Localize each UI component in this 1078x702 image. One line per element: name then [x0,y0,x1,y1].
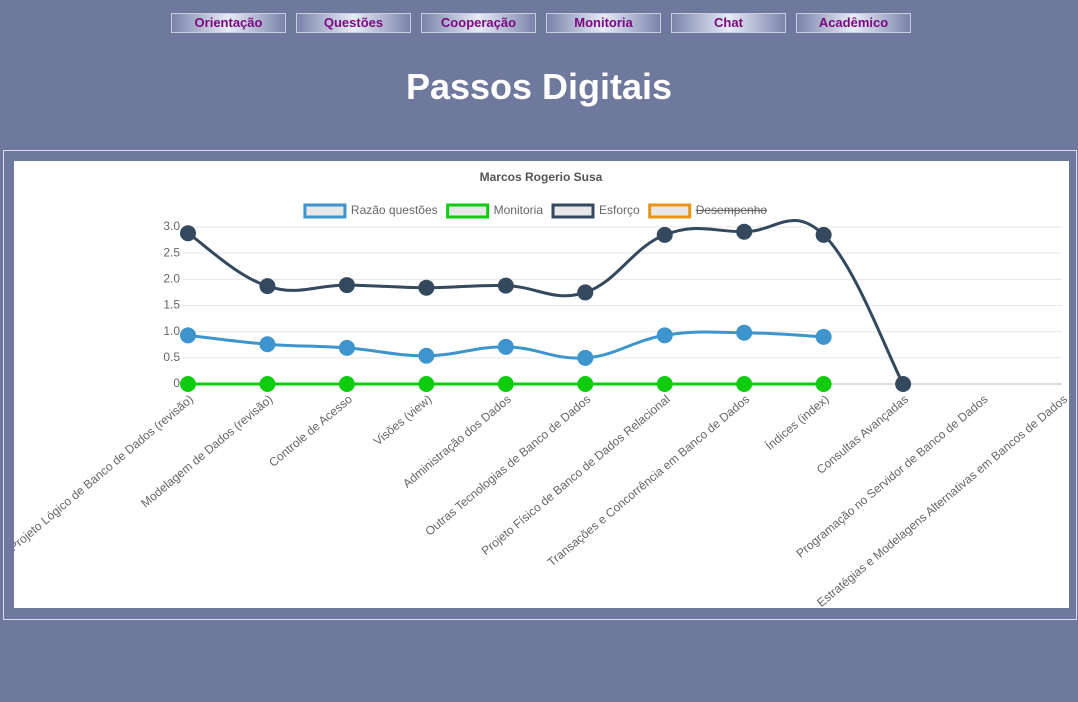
y-tick-label: 3.0 [163,219,180,233]
data-point [815,328,832,345]
data-point [338,376,355,392]
data-point [497,277,514,294]
nav-button[interactable]: Questões [296,13,411,33]
data-point [815,226,832,243]
nav-bar: Orientação Questões Cooperação Monitoria Cha… [171,13,911,33]
chart-title: Marcos Rogerio Susa [480,170,603,184]
legend-swatch [446,203,490,219]
data-point [736,223,753,240]
legend-label: Monitoria [494,203,544,217]
data-point [418,279,435,296]
legend: Razão questões Monitoria Esforço Desempenho [303,203,768,219]
y-tick-label: 1.5 [163,298,180,312]
nav-button[interactable]: Orientação [171,13,286,33]
data-point [497,338,514,355]
data-point [815,376,832,392]
data-point [180,225,196,242]
legend-label: Razão questões [351,203,438,217]
y-tick-label: 2.5 [163,245,180,259]
data-point [497,376,514,392]
page-title: Passos Digitais [405,66,673,107]
panel-border [3,150,1077,620]
legend-swatch [648,203,692,219]
legend-label: Desempenho [696,203,768,217]
nav-button[interactable]: Chat [671,13,786,33]
data-point [259,376,276,392]
data-point [656,226,673,243]
data-point [895,376,912,392]
legend-label: Esforço [599,203,640,217]
data-point [577,349,594,366]
nav-button[interactable]: Monitoria [546,13,661,33]
data-point [656,327,673,344]
data-point [418,376,435,392]
data-point [259,336,276,353]
data-point [736,376,753,392]
y-tick-label: 1.0 [163,324,180,338]
data-point [656,376,673,392]
data-point [259,278,276,295]
nav-button[interactable]: Cooperação [421,13,536,33]
data-point [577,284,594,301]
y-tick-label: 0.5 [163,350,180,364]
data-point [736,324,753,341]
data-point [338,277,355,294]
data-point [338,339,355,356]
data-point [577,376,594,392]
data-point [180,327,196,344]
series-line [187,218,905,385]
y-tick-label: 0 [173,376,180,390]
y-tick-label: 2.0 [163,272,180,286]
data-point [418,347,435,364]
legend-swatch [303,203,347,219]
legend-swatch [551,203,595,219]
nav-button[interactable]: Acadêmico [796,13,911,33]
data-point [180,376,196,392]
